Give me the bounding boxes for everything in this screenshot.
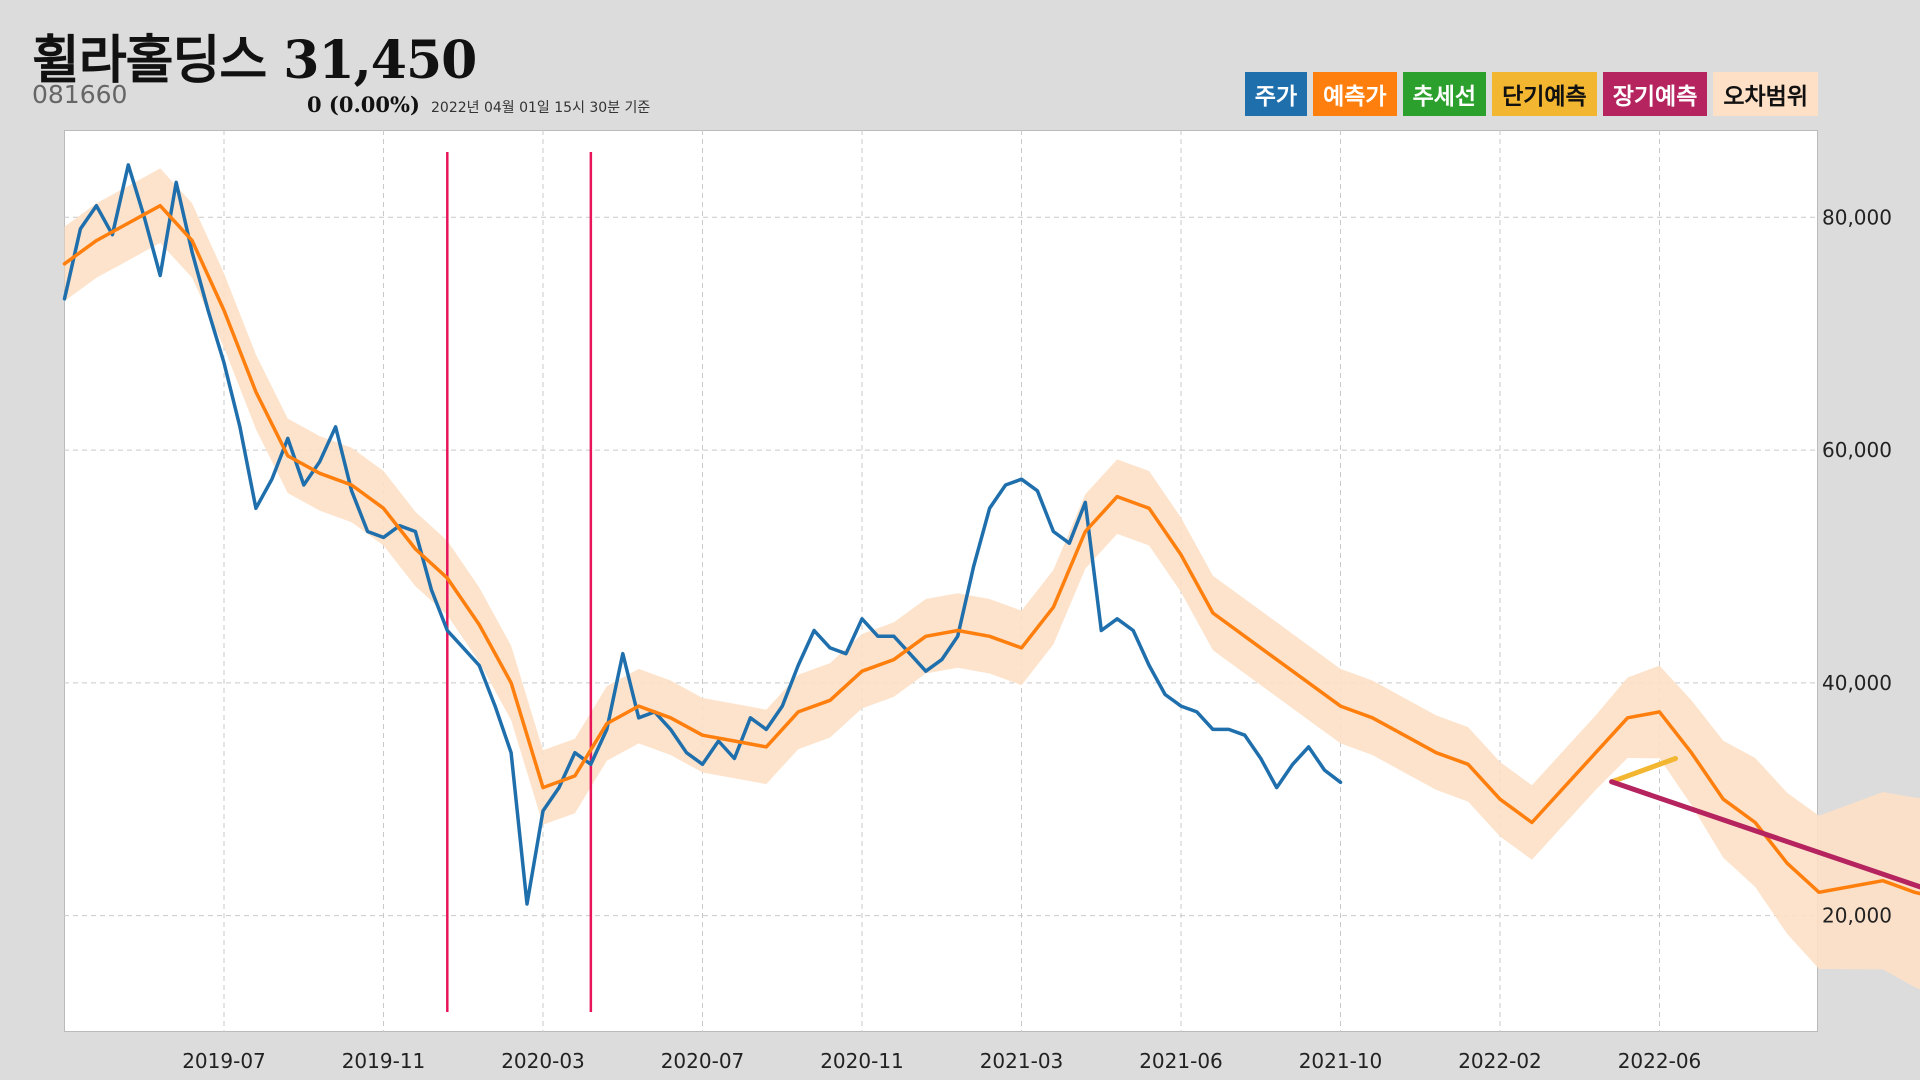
short-term-forecast-line: [1609, 756, 1678, 785]
legend-item-short-term[interactable]: 단기예측: [1492, 72, 1597, 116]
legend-item-long-term[interactable]: 장기예측: [1602, 72, 1708, 116]
price-change: 0 (0.00%): [307, 92, 420, 117]
x-tick-label: 2021-03: [980, 1049, 1064, 1073]
y-tick-label: 20,000: [1822, 904, 1892, 928]
y-tick-label: 40,000: [1822, 671, 1892, 695]
error-range-band: [64, 168, 1920, 990]
x-tick-label: 2019-11: [342, 1049, 426, 1073]
x-tick-label: 2021-06: [1139, 1049, 1223, 1073]
as-of-timestamp: 2022년 04월 01일 15시 30분 기준: [431, 100, 651, 116]
y-tick-label: 60,000: [1822, 438, 1892, 462]
x-tick-label: 2020-11: [820, 1049, 904, 1073]
legend-item-trendline[interactable]: 추세선: [1402, 72, 1487, 116]
price-line: [62, 163, 1343, 906]
x-tick-label: 2022-02: [1458, 1049, 1542, 1073]
legend-item-error-range[interactable]: 오차범위: [1713, 72, 1818, 116]
legend: 주가 예측가 추세선 단기예측 장기예측 오차범위: [1244, 72, 1818, 116]
stock-title: 휠라홀딩스 31,450: [32, 30, 477, 91]
x-tick-label: 2020-03: [501, 1049, 585, 1073]
stock-code: 081660: [32, 80, 128, 109]
legend-item-forecast[interactable]: 예측가: [1313, 72, 1397, 116]
x-tick-label: 2021-10: [1299, 1049, 1383, 1073]
plot-area: [64, 130, 1818, 1032]
x-tick-label: 2022-06: [1618, 1049, 1702, 1073]
x-tick-label: 2020-07: [661, 1049, 745, 1073]
legend-item-price[interactable]: 주가: [1244, 72, 1308, 116]
y-tick-label: 80,000: [1822, 205, 1892, 229]
long-term-forecast-line: [1609, 779, 1920, 890]
forecast-line: [62, 203, 1920, 896]
x-tick-label: 2019-07: [182, 1049, 266, 1073]
